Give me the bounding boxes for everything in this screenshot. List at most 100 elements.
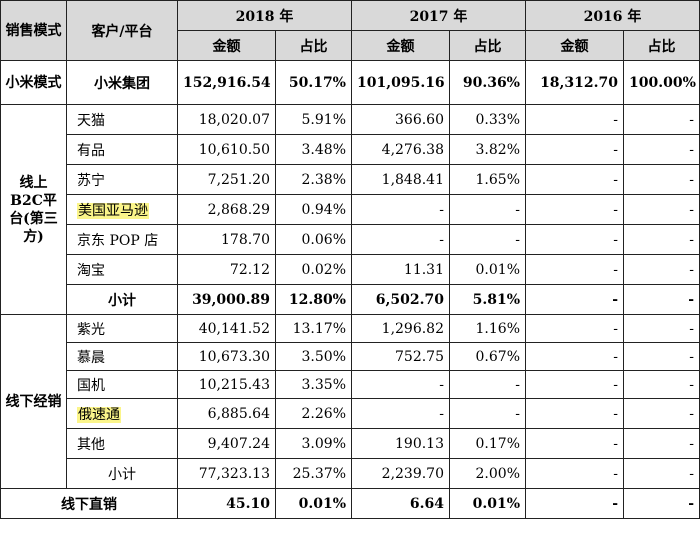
ratio-2017: - <box>449 398 526 429</box>
amount-2017: 4,276.38 <box>351 134 450 165</box>
header-customer-platform: 客户/平台 <box>66 0 178 61</box>
ratio-2016: - <box>623 284 700 315</box>
amount-2016: - <box>525 428 624 459</box>
customer-cell: 苏宁 <box>66 164 178 195</box>
ratio-2018: 13.17% <box>275 314 352 343</box>
ratio-2016: - <box>623 194 700 225</box>
ratio-2016: - <box>623 164 700 195</box>
ratio-2017: 1.16% <box>449 314 526 343</box>
amount-2017: - <box>351 224 450 255</box>
amount-2018: 18,020.07 <box>177 104 276 135</box>
ratio-2017: 0.01% <box>449 488 526 519</box>
header-amount-2016: 金额 <box>525 30 624 61</box>
amount-2018: 10,215.43 <box>177 370 276 399</box>
group-label: 线上B2C平台(第三方) <box>0 104 67 315</box>
amount-2018: 77,323.13 <box>177 458 276 489</box>
header-channel-mode: 销售模式 <box>0 0 67 61</box>
subtotal-label: 小计 <box>66 284 178 315</box>
amount-2016: - <box>525 134 624 165</box>
amount-2016: - <box>525 164 624 195</box>
header-row-years: 销售模式 客户/平台 2018 年 2017 年 2016 年 <box>0 0 700 61</box>
amount-2016: - <box>525 254 624 285</box>
amount-2016: - <box>525 284 624 315</box>
table-row: 线上B2C平台(第三方) 天猫 18,020.07 5.91% 366.60 0… <box>0 104 700 315</box>
amount-2017: 6,502.70 <box>351 284 450 315</box>
amount-2018: 152,916.54 <box>177 60 276 105</box>
amount-2016: - <box>525 342 624 371</box>
customer-cell: 有品 <box>66 134 178 165</box>
highlight-mark: 美国亚马逊 <box>77 202 149 219</box>
ratio-2018: 3.48% <box>275 134 352 165</box>
ratio-2017: 0.17% <box>449 428 526 459</box>
ratio-2016: - <box>623 134 700 165</box>
table-row: 苏宁 7,251.20 2.38% 1,848.41 1.65% - - <box>1 164 700 195</box>
ratio-2016: - <box>623 342 700 371</box>
ratio-2018: 2.26% <box>275 398 352 429</box>
amount-2017: 2,239.70 <box>351 458 450 489</box>
header-amount-2018: 金额 <box>177 30 276 61</box>
ratio-2018: 2.38% <box>275 164 352 195</box>
customer-cell: 其他 <box>66 428 178 459</box>
amount-2018: 6,885.64 <box>177 398 276 429</box>
ratio-2018: 3.09% <box>275 428 352 459</box>
ratio-2018: 0.06% <box>275 224 352 255</box>
amount-2018: 40,141.52 <box>177 314 276 343</box>
header-year-2017: 2017 年 <box>351 0 526 31</box>
ratio-2018: 3.35% <box>275 370 352 399</box>
ratio-2018: 0.01% <box>275 488 352 519</box>
amount-2018: 10,610.50 <box>177 134 276 165</box>
ratio-2018: 12.80% <box>275 284 352 315</box>
amount-2017: - <box>351 370 450 399</box>
ratio-2016: - <box>623 254 700 285</box>
customer-cell: 京东 POP 店 <box>66 224 178 255</box>
customer-cell-highlighted: 俄速通 <box>66 398 178 429</box>
subtotal-row: 小计 77,323.13 25.37% 2,239.70 2.00% - - <box>1 458 700 489</box>
table-row: 其他 9,407.24 3.09% 190.13 0.17% - - <box>1 428 700 459</box>
ratio-2016: - <box>623 458 700 489</box>
ratio-2017: 3.82% <box>449 134 526 165</box>
ratio-2018: 3.50% <box>275 342 352 371</box>
ratio-2017: 2.00% <box>449 458 526 489</box>
customer-cell: 天猫 <box>66 104 178 135</box>
amount-2016: - <box>525 488 624 519</box>
amount-2017: 752.75 <box>351 342 450 371</box>
amount-2018: 2,868.29 <box>177 194 276 225</box>
amount-2018: 39,000.89 <box>177 284 276 315</box>
ratio-2017: 0.33% <box>449 104 526 135</box>
ratio-2017: 0.01% <box>449 254 526 285</box>
header-ratio-2017: 占比 <box>449 30 526 61</box>
amount-2016: - <box>525 194 624 225</box>
customer-cell: 慕晨 <box>66 342 178 371</box>
amount-2018: 72.12 <box>177 254 276 285</box>
table-row: 美国亚马逊 2,868.29 0.94% - - - - <box>1 194 700 225</box>
amount-2017: 1,848.41 <box>351 164 450 195</box>
ratio-2016: 100.00% <box>623 60 700 105</box>
amount-2018: 9,407.24 <box>177 428 276 459</box>
ratio-2018: 25.37% <box>275 458 352 489</box>
amount-2017: - <box>351 398 450 429</box>
sales-channel-table: 销售模式 客户/平台 2018 年 2017 年 2016 年 金额 占比 金额… <box>0 0 700 519</box>
table-row: 线下经销 紫光 40,141.52 13.17% 1,296.82 1.16% … <box>0 314 700 489</box>
ratio-2017: 5.81% <box>449 284 526 315</box>
amount-2017: - <box>351 194 450 225</box>
amount-2016: - <box>525 398 624 429</box>
table-row: 国机 10,215.43 3.35% - - - - <box>1 370 700 399</box>
amount-2018: 7,251.20 <box>177 164 276 195</box>
ratio-2018: 0.02% <box>275 254 352 285</box>
ratio-2017: - <box>449 224 526 255</box>
customer-cell: 紫光 <box>66 314 178 343</box>
ratio-2017: - <box>449 194 526 225</box>
group-label: 线下直销 <box>0 488 178 519</box>
amount-2017: 190.13 <box>351 428 450 459</box>
ratio-2016: - <box>623 428 700 459</box>
highlight-mark: 俄速通 <box>77 406 121 423</box>
header-ratio-2018: 占比 <box>275 30 352 61</box>
amount-2016: 18,312.70 <box>525 60 624 105</box>
header-year-2016: 2016 年 <box>525 0 700 31</box>
table-row: 京东 POP 店 178.70 0.06% - - - - <box>1 224 700 255</box>
subtotal-label: 小计 <box>66 458 178 489</box>
ratio-2016: - <box>623 314 700 343</box>
ratio-2017: 90.36% <box>449 60 526 105</box>
table-row: 俄速通 6,885.64 2.26% - - - - <box>1 398 700 429</box>
ratio-2018: 5.91% <box>275 104 352 135</box>
